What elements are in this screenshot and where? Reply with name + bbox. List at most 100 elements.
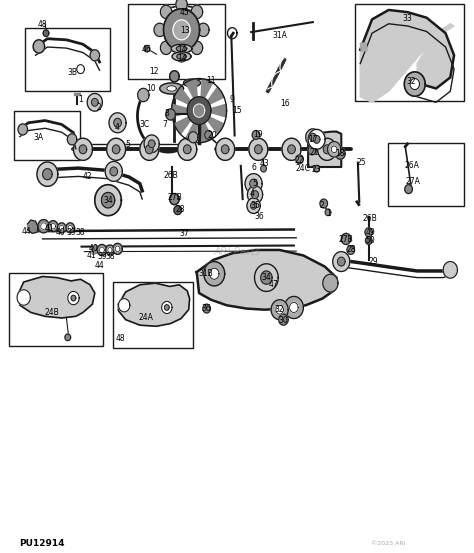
Polygon shape bbox=[197, 250, 337, 310]
Polygon shape bbox=[164, 9, 200, 51]
Text: 39: 39 bbox=[97, 252, 107, 260]
Text: 8: 8 bbox=[165, 109, 170, 118]
Polygon shape bbox=[247, 198, 260, 213]
Polygon shape bbox=[66, 223, 74, 233]
Polygon shape bbox=[203, 304, 210, 313]
Polygon shape bbox=[189, 132, 198, 143]
Polygon shape bbox=[347, 246, 355, 254]
Polygon shape bbox=[167, 86, 176, 91]
Polygon shape bbox=[57, 223, 66, 233]
Text: 44: 44 bbox=[95, 261, 104, 270]
Text: 24A: 24A bbox=[138, 314, 154, 322]
Polygon shape bbox=[308, 146, 316, 155]
Bar bbox=[128, 4, 225, 79]
Polygon shape bbox=[251, 202, 256, 209]
Polygon shape bbox=[365, 228, 373, 237]
Polygon shape bbox=[284, 296, 303, 319]
Bar bbox=[355, 4, 464, 101]
Polygon shape bbox=[276, 305, 283, 314]
Text: 23: 23 bbox=[312, 165, 321, 174]
Text: 18: 18 bbox=[336, 149, 345, 158]
Text: 9: 9 bbox=[230, 95, 235, 104]
Text: PU12914: PU12914 bbox=[19, 539, 64, 547]
Polygon shape bbox=[87, 93, 102, 111]
Polygon shape bbox=[191, 41, 203, 55]
Polygon shape bbox=[109, 113, 126, 133]
Polygon shape bbox=[144, 45, 150, 52]
Text: 28: 28 bbox=[346, 246, 356, 254]
Polygon shape bbox=[404, 72, 425, 96]
Polygon shape bbox=[97, 244, 107, 255]
Text: 3C: 3C bbox=[139, 120, 150, 129]
Polygon shape bbox=[67, 134, 77, 145]
Polygon shape bbox=[193, 104, 205, 117]
Polygon shape bbox=[107, 138, 126, 160]
Text: 17: 17 bbox=[308, 135, 318, 144]
Polygon shape bbox=[17, 290, 30, 305]
Polygon shape bbox=[170, 71, 179, 82]
Text: 4: 4 bbox=[250, 189, 255, 198]
Polygon shape bbox=[160, 83, 183, 94]
Polygon shape bbox=[205, 131, 212, 139]
Polygon shape bbox=[191, 5, 203, 18]
Polygon shape bbox=[337, 257, 345, 266]
Text: 5: 5 bbox=[253, 179, 257, 188]
Polygon shape bbox=[255, 145, 262, 154]
Polygon shape bbox=[177, 54, 186, 59]
Polygon shape bbox=[110, 167, 118, 176]
Polygon shape bbox=[91, 98, 98, 106]
Polygon shape bbox=[172, 104, 194, 117]
Text: 3B: 3B bbox=[67, 69, 77, 77]
Polygon shape bbox=[288, 145, 295, 154]
Polygon shape bbox=[360, 10, 454, 102]
Text: 34: 34 bbox=[103, 196, 113, 205]
Polygon shape bbox=[201, 116, 213, 143]
Text: 32: 32 bbox=[407, 77, 416, 86]
Polygon shape bbox=[162, 301, 172, 314]
Polygon shape bbox=[296, 155, 303, 164]
Text: 4: 4 bbox=[115, 123, 120, 132]
Polygon shape bbox=[154, 23, 165, 36]
Text: 50: 50 bbox=[366, 236, 375, 245]
Polygon shape bbox=[221, 145, 229, 154]
Text: 44: 44 bbox=[21, 227, 31, 236]
Polygon shape bbox=[341, 233, 351, 244]
Text: 31B: 31B bbox=[199, 269, 214, 278]
Polygon shape bbox=[176, 0, 187, 11]
Polygon shape bbox=[271, 300, 288, 320]
Polygon shape bbox=[101, 192, 115, 208]
Text: 12: 12 bbox=[149, 67, 159, 76]
Polygon shape bbox=[331, 146, 337, 153]
Polygon shape bbox=[187, 97, 211, 124]
Text: 49: 49 bbox=[366, 228, 375, 237]
Polygon shape bbox=[118, 283, 190, 326]
Polygon shape bbox=[137, 88, 149, 102]
Text: 20: 20 bbox=[208, 131, 217, 140]
Polygon shape bbox=[178, 138, 197, 160]
Polygon shape bbox=[247, 186, 263, 204]
Polygon shape bbox=[405, 185, 412, 194]
Text: 1: 1 bbox=[78, 95, 83, 104]
Text: 26B: 26B bbox=[362, 214, 377, 223]
Bar bbox=[113, 282, 193, 348]
Text: 41: 41 bbox=[45, 225, 55, 233]
Polygon shape bbox=[183, 145, 191, 154]
Text: 13: 13 bbox=[180, 26, 190, 35]
Polygon shape bbox=[323, 274, 338, 292]
Text: 38: 38 bbox=[105, 252, 115, 260]
Text: 7: 7 bbox=[163, 120, 167, 129]
Polygon shape bbox=[203, 87, 224, 107]
Text: 39: 39 bbox=[66, 228, 76, 237]
Polygon shape bbox=[65, 334, 71, 341]
Polygon shape bbox=[201, 79, 213, 105]
Polygon shape bbox=[310, 133, 316, 141]
Polygon shape bbox=[38, 220, 49, 233]
Polygon shape bbox=[118, 299, 130, 312]
Polygon shape bbox=[172, 52, 191, 61]
Polygon shape bbox=[255, 264, 278, 291]
Polygon shape bbox=[174, 206, 182, 215]
Polygon shape bbox=[48, 221, 58, 232]
Polygon shape bbox=[95, 185, 121, 216]
Text: 36: 36 bbox=[201, 304, 211, 313]
Text: 21: 21 bbox=[309, 148, 319, 156]
